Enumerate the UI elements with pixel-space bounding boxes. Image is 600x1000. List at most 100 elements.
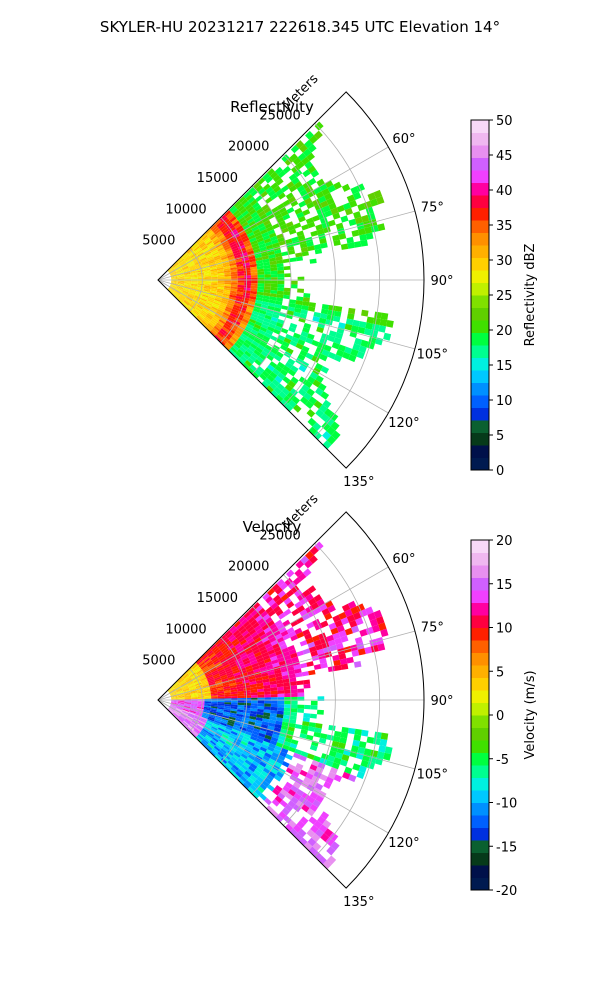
- heatmap-cell: [202, 656, 210, 662]
- heatmap-cell: [293, 824, 302, 833]
- heatmap-cell: [217, 692, 225, 696]
- heatmap-cell: [198, 733, 205, 739]
- heatmap-cell: [207, 677, 215, 682]
- heatmap-cell: [353, 734, 362, 742]
- colorbar-swatch: [471, 640, 489, 653]
- heatmap-cell: [197, 285, 205, 289]
- heatmap-cell: [234, 254, 242, 259]
- heatmap-cell: [209, 233, 216, 239]
- heatmap-cell: [301, 193, 310, 201]
- heatmap-cell: [332, 614, 341, 623]
- heatmap-cell: [254, 741, 263, 747]
- heatmap-cell: [305, 352, 314, 360]
- heatmap-cell: [223, 266, 231, 270]
- angle-tick-label: 75°: [421, 620, 444, 635]
- heatmap-cell: [262, 234, 271, 241]
- colorbar-tick-label: 25: [496, 289, 513, 304]
- heatmap-cell: [190, 690, 197, 693]
- heatmap-cell: [262, 613, 271, 621]
- heatmap-cell: [217, 703, 225, 706]
- heatmap-cell: [301, 613, 310, 621]
- heatmap-cell: [199, 300, 206, 305]
- heatmap-cell: [265, 210, 274, 217]
- heatmap-cell: [309, 546, 319, 556]
- heatmap-cell: [285, 753, 293, 761]
- heatmap-cell: [330, 745, 339, 753]
- heatmap-cell: [283, 597, 292, 606]
- heatmap-cell: [198, 253, 205, 258]
- heatmap-cell: [311, 355, 320, 363]
- heatmap-cell: [341, 726, 349, 734]
- heatmap-cell: [313, 351, 322, 359]
- heatmap-cell: [220, 658, 228, 664]
- heatmap-cell: [352, 319, 361, 327]
- heatmap-cell: [220, 328, 227, 335]
- heatmap-cell: [243, 712, 251, 717]
- heatmap-cell: [268, 652, 277, 659]
- heatmap-cell: [214, 718, 222, 723]
- heatmap-cell: [197, 695, 205, 697]
- heatmap-cell: [169, 270, 176, 274]
- heatmap-cell: [270, 347, 279, 355]
- heatmap-cell: [211, 280, 218, 282]
- heatmap-cell: [290, 144, 300, 154]
- heatmap-cell: [239, 669, 247, 675]
- heatmap-cell: [196, 735, 203, 742]
- heatmap-cell: [172, 681, 178, 687]
- heatmap-cell: [182, 301, 189, 307]
- heatmap-cell: [177, 274, 185, 277]
- heatmap-cell: [302, 297, 310, 303]
- heatmap-cell: [257, 688, 265, 693]
- heatmap-cell: [301, 251, 309, 257]
- heatmap-cell: [177, 277, 185, 279]
- heatmap-cell: [231, 702, 238, 705]
- heatmap-cell: [256, 262, 264, 267]
- heatmap-cell: [224, 220, 232, 227]
- heatmap-cell: [351, 649, 360, 657]
- heatmap-cell: [236, 327, 244, 334]
- heatmap-cell: [219, 723, 227, 729]
- heatmap-cell: [191, 276, 198, 279]
- heatmap-cell: [184, 695, 192, 698]
- heatmap-cell: [200, 297, 208, 302]
- heatmap-cell: [241, 654, 249, 661]
- heatmap-cell: [170, 691, 177, 695]
- heatmap-cell: [229, 205, 236, 213]
- heatmap-cell: [239, 652, 247, 658]
- colorbar-label: Velocity (m/s): [523, 670, 538, 759]
- heatmap-cell: [227, 224, 235, 231]
- heatmap-cell: [195, 307, 202, 313]
- heatmap-cell: [289, 388, 299, 397]
- heatmap-cell: [289, 677, 297, 683]
- heatmap-cell: [264, 344, 273, 352]
- heatmap-cell: [248, 738, 257, 744]
- heatmap-cell: [341, 183, 351, 192]
- heatmap-cell: [175, 687, 183, 692]
- heatmap-cell: [350, 348, 359, 357]
- heatmap-cell: [310, 230, 319, 237]
- heatmap-cell: [199, 720, 206, 725]
- heatmap-cell: [205, 301, 213, 307]
- colorbar-tick-label: 5: [496, 429, 504, 444]
- heatmap-cell: [331, 740, 340, 748]
- heatmap-cell: [217, 727, 225, 732]
- heatmap-cell: [283, 287, 291, 292]
- heatmap-cell: [211, 276, 218, 279]
- heatmap-cell: [201, 294, 209, 298]
- heatmap-cell: [260, 770, 269, 778]
- heatmap-cell: [269, 257, 277, 262]
- heatmap-cell: [281, 340, 290, 348]
- heatmap-cell: [180, 294, 187, 299]
- heatmap-cell: [235, 351, 243, 358]
- heatmap-cell: [242, 644, 251, 650]
- heatmap-cell: [259, 666, 267, 672]
- heatmap-cell: [233, 722, 241, 727]
- heatmap-cell: [319, 353, 328, 362]
- heatmap-cell: [279, 799, 288, 808]
- heatmap-cell: [297, 572, 307, 582]
- heatmap-cell: [196, 268, 204, 272]
- heatmap-cell: [275, 189, 284, 197]
- colorbar-swatch: [471, 627, 489, 641]
- heatmap-cell: [210, 727, 217, 733]
- heatmap-cell: [212, 647, 220, 654]
